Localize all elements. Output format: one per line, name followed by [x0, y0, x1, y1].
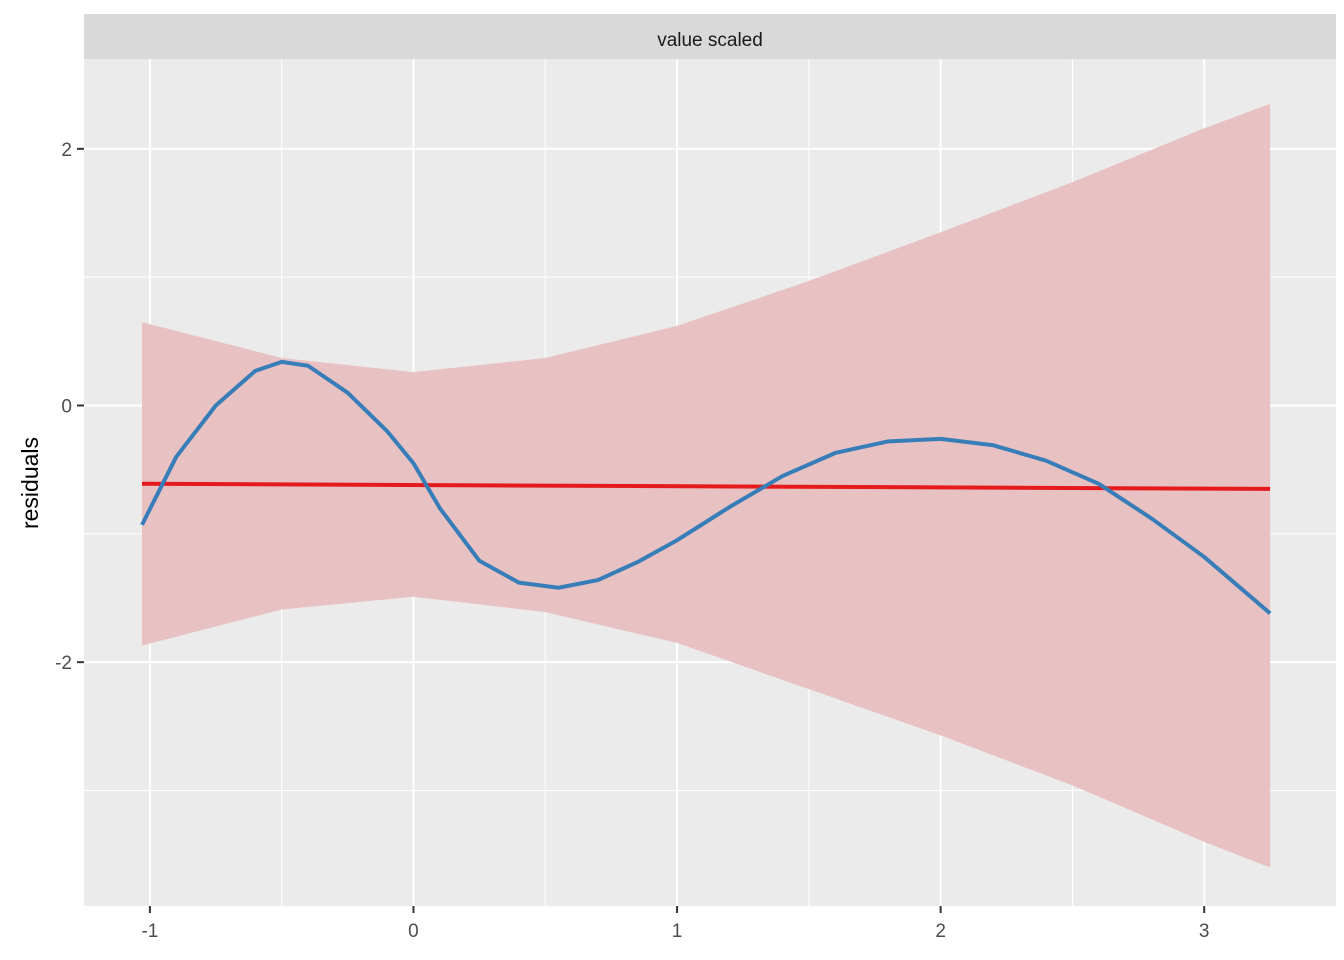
- facet-strip: [84, 14, 1336, 59]
- x-tick-label: 2: [935, 921, 946, 942]
- x-tick-label: 3: [1199, 921, 1210, 942]
- x-tick-label: 0: [408, 921, 419, 942]
- linear-fit-line: [141, 481, 1271, 491]
- x-tick-label: -1: [141, 921, 158, 942]
- y-tick-label: 2: [61, 140, 72, 161]
- y-tick-label: 0: [61, 397, 72, 418]
- facet-label: value scaled: [657, 30, 763, 51]
- x-tick-label: 1: [672, 921, 683, 942]
- smooth-fit-line: [140, 359, 1272, 615]
- y-tick-label: -2: [55, 653, 72, 674]
- fit-lines-layer: [140, 359, 1272, 615]
- y-axis-title: residuals: [17, 437, 43, 529]
- axes: -1 0 1 2 3 2 0 -2: [55, 140, 1209, 942]
